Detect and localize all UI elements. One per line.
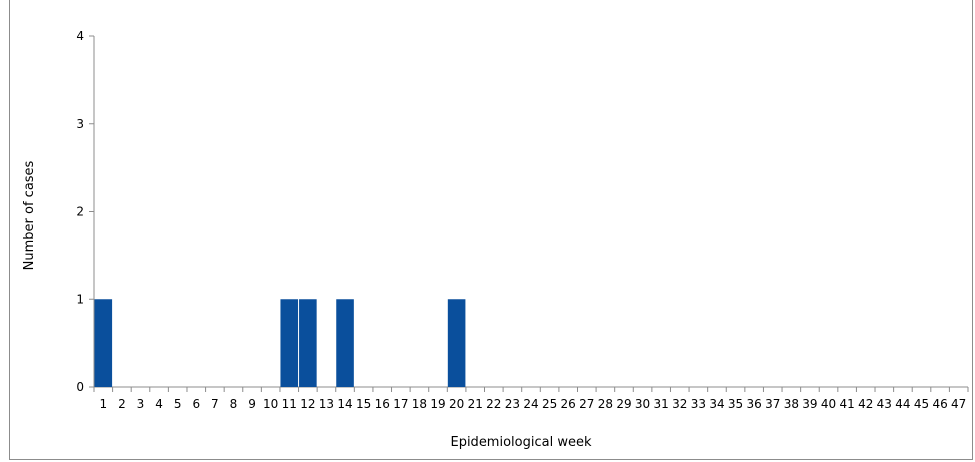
x-tick-label: 14 xyxy=(337,397,352,411)
bar-week-1 xyxy=(94,299,113,387)
x-tick-label: 30 xyxy=(635,397,650,411)
y-tick-label: 0 xyxy=(76,380,84,394)
x-tick-label: 38 xyxy=(784,397,799,411)
x-tick-label: 44 xyxy=(895,397,910,411)
x-tick-label: 6 xyxy=(192,397,200,411)
x-tick-label: 17 xyxy=(393,397,408,411)
x-tick-label: 23 xyxy=(505,397,520,411)
x-tick-label: 18 xyxy=(412,397,427,411)
chart-frame xyxy=(9,0,973,460)
x-tick-label: 7 xyxy=(211,397,219,411)
x-tick-label: 9 xyxy=(248,397,256,411)
x-tick-label: 16 xyxy=(375,397,390,411)
x-tick-label: 25 xyxy=(542,397,557,411)
bar-week-14 xyxy=(336,299,354,387)
x-tick-label: 42 xyxy=(858,397,873,411)
x-tick-label: 31 xyxy=(654,397,669,411)
x-tick-label: 12 xyxy=(300,397,315,411)
y-tick-label: 3 xyxy=(76,117,84,131)
bar-week-11 xyxy=(280,299,299,387)
x-tick-label: 47 xyxy=(951,397,966,411)
x-tick-label: 1 xyxy=(99,397,107,411)
x-tick-label: 28 xyxy=(598,397,613,411)
x-tick-label: 26 xyxy=(561,397,576,411)
x-axis: 1 2 3 4 5 6 7 8 9 10 11 12 13 14 15 16 17 18 19 20 21 22 23 24 2… xyxy=(93,386,969,411)
x-tick-label: 4 xyxy=(155,397,163,411)
x-tick-label: 15 xyxy=(356,397,371,411)
x-tick-label: 22 xyxy=(486,397,501,411)
x-tick-label: 41 xyxy=(839,397,854,411)
x-tick-label: 24 xyxy=(523,397,538,411)
x-tick-label: 29 xyxy=(616,397,631,411)
x-tick-label: 36 xyxy=(747,397,762,411)
bar-week-20 xyxy=(447,299,466,387)
x-tick-label: 33 xyxy=(691,397,706,411)
x-tick-label: 39 xyxy=(802,397,817,411)
x-tick-label: 27 xyxy=(579,397,594,411)
y-tick-label: 1 xyxy=(76,292,84,306)
x-tick-label: 21 xyxy=(468,397,483,411)
x-tick-label: 40 xyxy=(821,397,836,411)
x-tick-label: 8 xyxy=(230,397,238,411)
x-tick-label: 19 xyxy=(430,397,445,411)
bar-week-12 xyxy=(299,299,317,387)
x-tick-label: 34 xyxy=(709,397,724,411)
x-tick-label: 11 xyxy=(282,397,297,411)
x-tick-label: 45 xyxy=(914,397,929,411)
x-axis-title: Epidemiological week xyxy=(450,435,591,450)
x-tick-label: 20 xyxy=(449,397,464,411)
x-tick-label: 35 xyxy=(728,397,743,411)
x-tick-label: 46 xyxy=(932,397,947,411)
y-axis: 0 1 2 3 4 xyxy=(76,29,95,394)
y-axis-title: Number of cases xyxy=(22,160,37,270)
bars-group xyxy=(94,299,466,387)
x-tick-label: 2 xyxy=(118,397,126,411)
y-tick-label: 2 xyxy=(76,205,84,219)
y-tick-label: 4 xyxy=(76,29,84,43)
x-tick-label: 3 xyxy=(137,397,145,411)
x-tick-label: 32 xyxy=(672,397,687,411)
x-tick-label: 10 xyxy=(263,397,278,411)
x-tick-label: 43 xyxy=(877,397,892,411)
x-tick-label: 13 xyxy=(319,397,334,411)
x-tick-label: 5 xyxy=(174,397,182,411)
x-tick-label: 37 xyxy=(765,397,780,411)
